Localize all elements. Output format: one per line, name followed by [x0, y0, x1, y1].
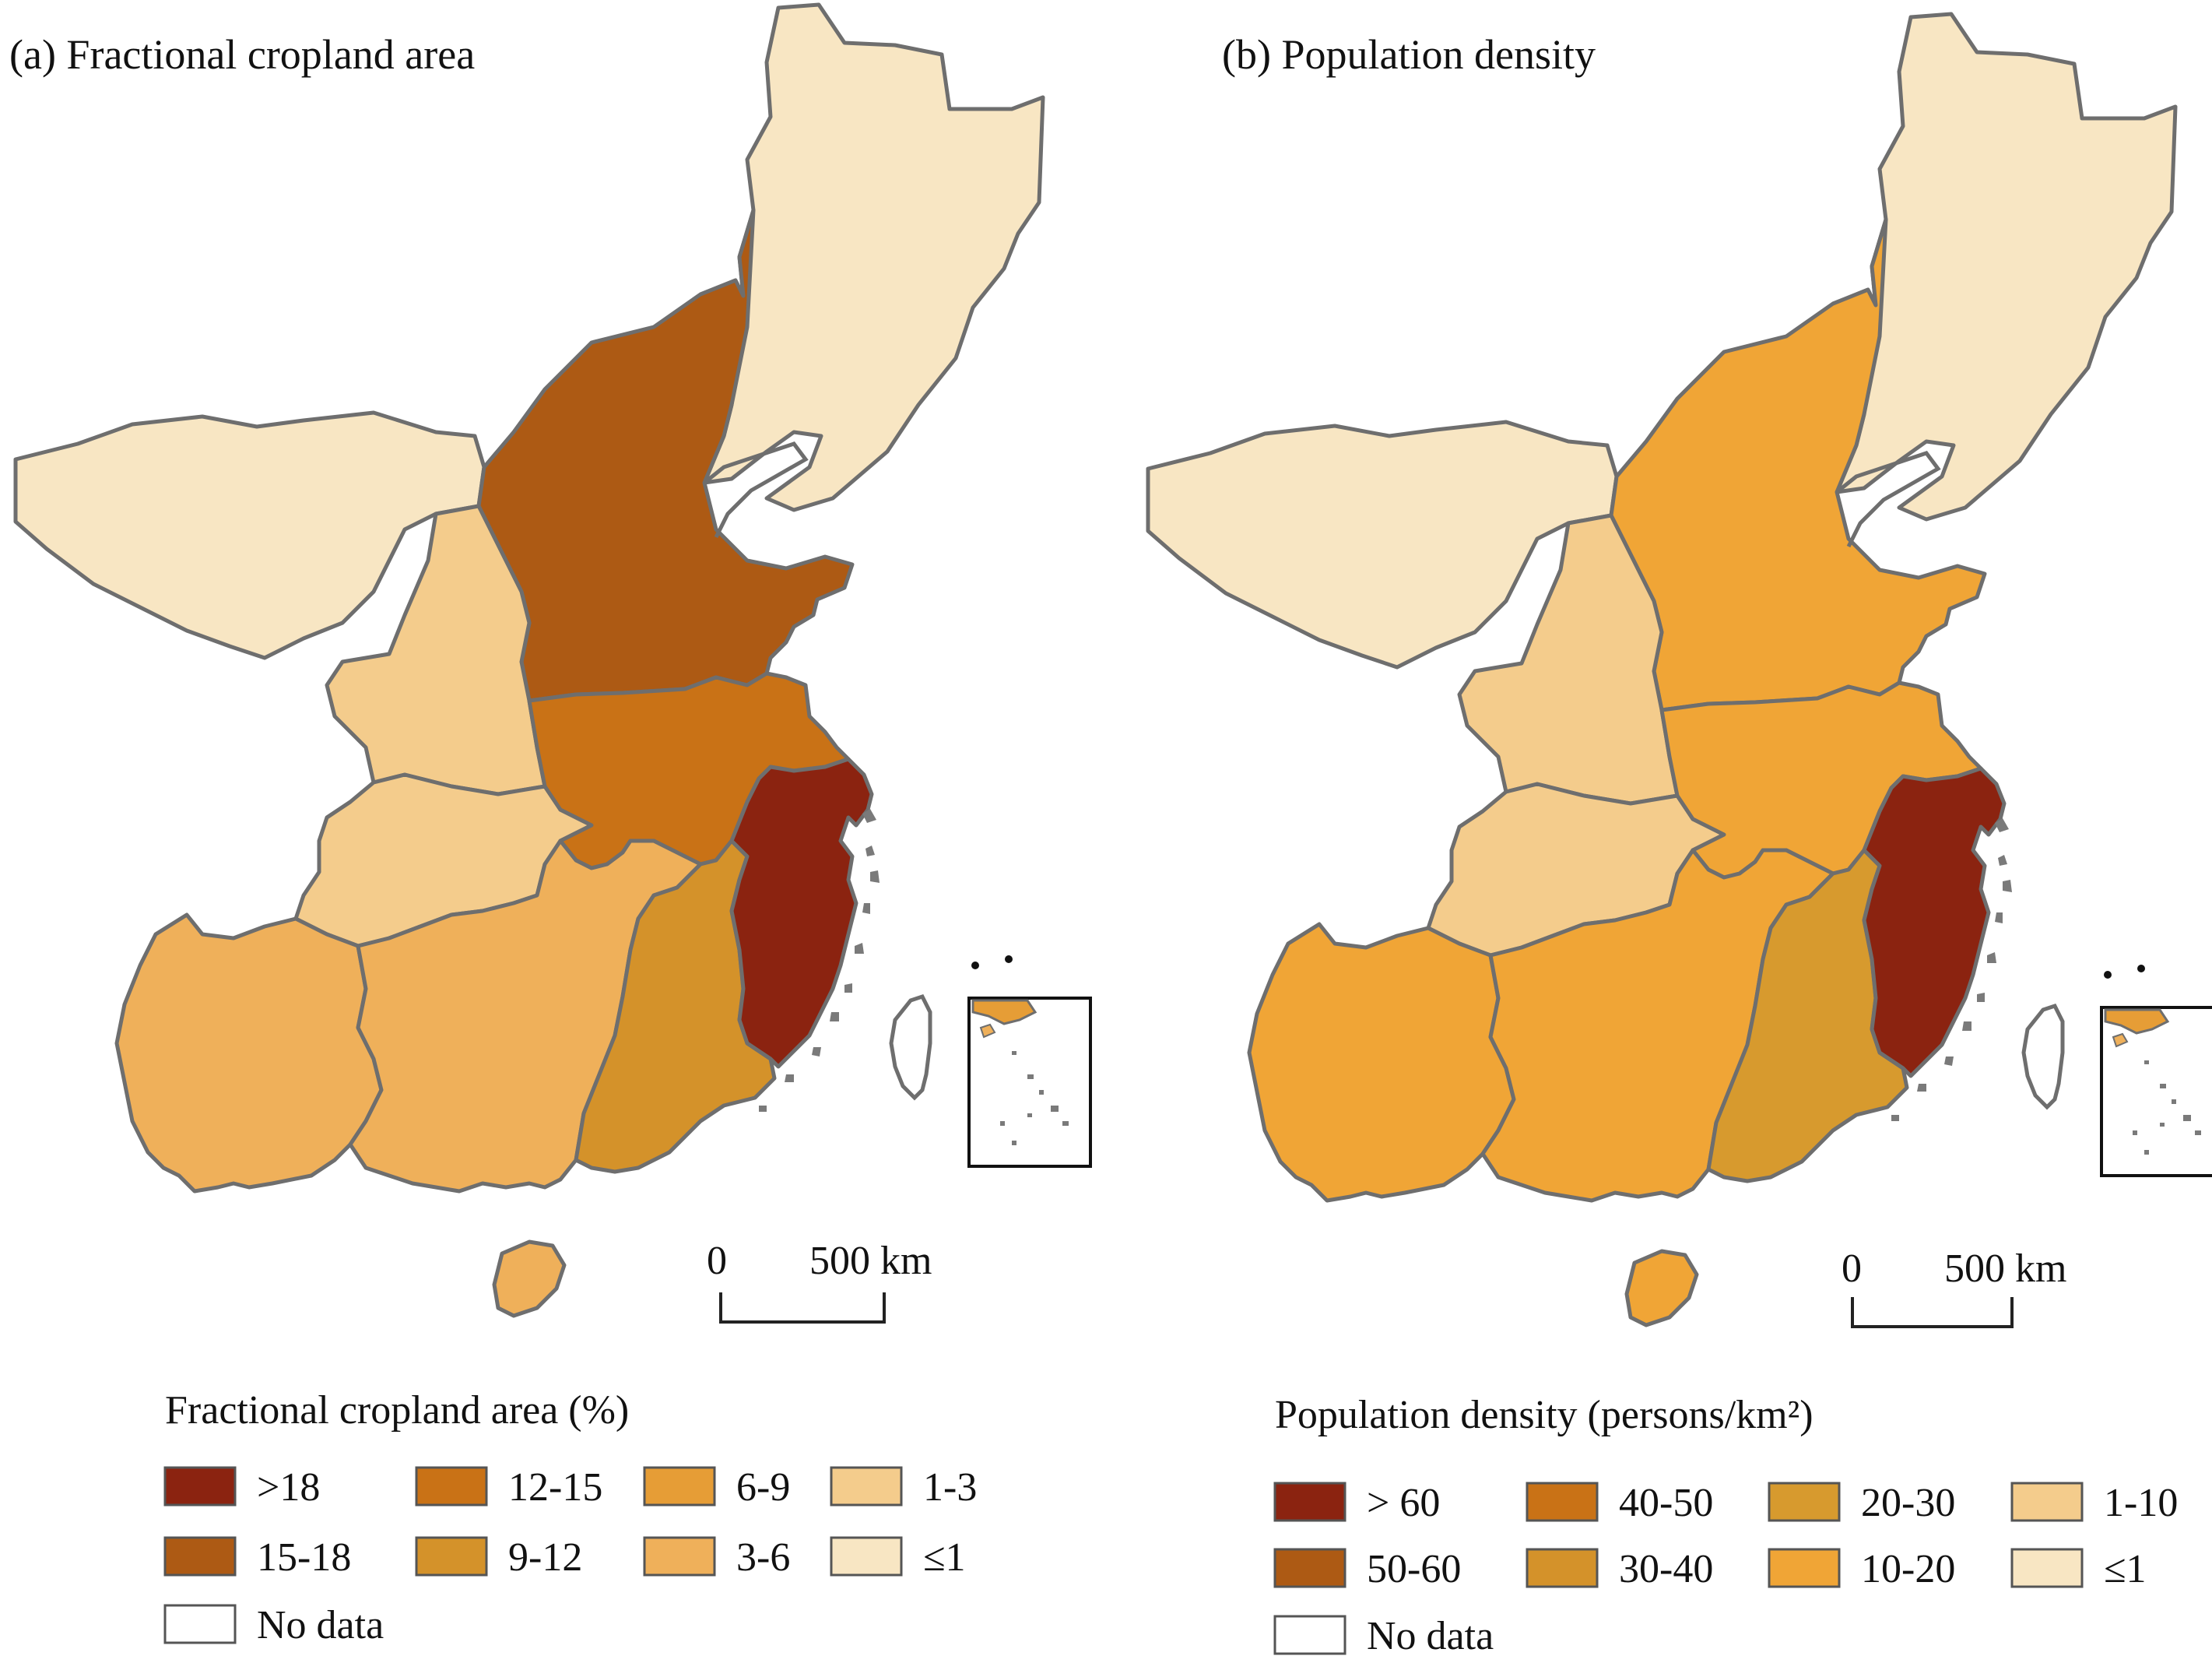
legend-swatch-3 — [415, 1536, 488, 1577]
map-feature — [2137, 965, 2145, 972]
legend-label-3: 30-40 — [1619, 1547, 1713, 1591]
legend-swatch-2 — [1526, 1482, 1599, 1522]
legend-label-5: 3-6 — [736, 1535, 790, 1580]
region-northeast — [702, 2, 1045, 512]
panel-a: (a) Fractional cropland area 0 500 km Fr… — [9, 2, 1092, 1647]
legend-label-5: 10-20 — [1861, 1547, 1955, 1591]
legend-label-8: No data — [257, 1603, 384, 1647]
map-feature — [703, 441, 809, 539]
panel-a-scale-distance: 500 km — [809, 1239, 932, 1283]
legend-label-4: 20-30 — [1861, 1481, 1955, 1525]
legend-swatch-7 — [2010, 1548, 2084, 1588]
legend-swatch-5 — [1768, 1548, 1841, 1588]
legend-label-3: 9-12 — [508, 1535, 582, 1580]
map-feature — [2104, 1008, 2170, 1035]
panel-b-title: (b) Population density — [1222, 31, 1596, 78]
legend-swatch-7 — [830, 1536, 903, 1577]
map-feature — [2100, 1006, 2212, 1177]
panel-b-map — [1146, 12, 2212, 1327]
legend-swatch-6 — [2010, 1482, 2084, 1522]
panel-a-legend: Fractional cropland area (%) >18 15-18 12-… — [163, 1388, 977, 1647]
legend-label-6: 1-3 — [923, 1465, 977, 1510]
map-feature — [979, 1023, 996, 1039]
region-hainan — [1624, 1249, 1699, 1327]
map-feature — [1005, 955, 1013, 963]
map-feature — [967, 997, 1092, 1168]
legend-label-8: No data — [1367, 1614, 1494, 1658]
legend-label-0: >18 — [257, 1465, 320, 1510]
legend-swatch-3 — [1526, 1548, 1599, 1588]
panel-a-scale-bar: 0 500 km — [707, 1239, 932, 1324]
panel-a-map — [13, 2, 1092, 1318]
panel-b-scale-zero: 0 — [1842, 1246, 1862, 1291]
map-feature — [971, 962, 979, 969]
legend-swatch-1 — [1273, 1548, 1347, 1588]
map-feature — [971, 999, 1038, 1025]
region-hainan — [492, 1239, 567, 1318]
legend-label-1: 50-60 — [1367, 1547, 1461, 1591]
legend-label-2: 40-50 — [1619, 1481, 1713, 1525]
legend-swatch-0 — [163, 1466, 237, 1507]
region-north-west — [1146, 420, 1619, 670]
map-feature — [1891, 818, 2012, 1121]
legend-swatch-0 — [1273, 1482, 1347, 1522]
legend-label-4: 6-9 — [736, 1465, 790, 1510]
map-feature — [2104, 971, 2112, 979]
legend-label-7: ≤1 — [923, 1535, 966, 1580]
legend-swatch-2 — [415, 1466, 488, 1507]
region-southwest — [1247, 922, 1516, 1203]
legend-label-2: 12-15 — [508, 1465, 602, 1510]
region-jiangnan — [729, 757, 874, 1069]
map-feature — [2112, 1032, 2129, 1048]
panel-b-scale-bar: 0 500 km — [1842, 1246, 2066, 1328]
legend-swatch-8 — [163, 1604, 237, 1644]
region-jiangnan — [1862, 766, 2007, 1078]
region-southwest — [114, 912, 384, 1194]
legend-swatch-4 — [1768, 1482, 1841, 1522]
legend-swatch-1 — [163, 1536, 237, 1577]
map-feature — [2021, 1003, 2065, 1110]
panel-a-title: (a) Fractional cropland area — [9, 31, 475, 78]
map-feature — [889, 993, 932, 1101]
legend-swatch-4 — [643, 1466, 716, 1507]
legend-swatch-6 — [830, 1466, 903, 1507]
panel-a-scale-line — [719, 1292, 886, 1324]
legend-swatch-8 — [1273, 1615, 1347, 1655]
map-feature — [1835, 451, 1941, 548]
legend-label-7: ≤1 — [2104, 1547, 2147, 1591]
legend-swatch-5 — [643, 1536, 716, 1577]
panel-b: (b) Population density 0 500 km Populati… — [1146, 12, 2212, 1658]
panel-b-scale-line — [1851, 1297, 2014, 1328]
map-feature — [759, 809, 880, 1112]
legend-label-0: > 60 — [1367, 1481, 1440, 1525]
panel-a-legend-title: Fractional cropland area (%) — [165, 1388, 629, 1433]
legend-label-1: 15-18 — [257, 1535, 351, 1580]
panel-b-scale-distance: 500 km — [1944, 1246, 2066, 1291]
panel-a-scale-zero: 0 — [707, 1239, 727, 1283]
legend-label-6: 1-10 — [2104, 1481, 2178, 1525]
panel-b-legend-title: Population density (persons/km²) — [1275, 1393, 1813, 1437]
region-northeast — [1835, 12, 2178, 522]
panel-b-legend: Population density (persons/km²) > 60 50-… — [1273, 1393, 2178, 1658]
region-north-west — [13, 410, 486, 660]
